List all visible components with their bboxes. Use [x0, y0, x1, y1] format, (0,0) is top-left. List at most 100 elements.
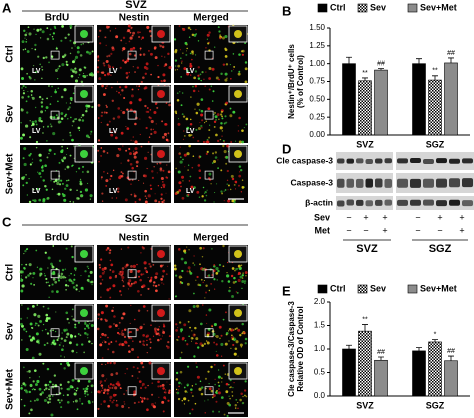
- cell: [205, 47, 207, 49]
- cell: [28, 335, 31, 338]
- cell: [148, 50, 150, 52]
- cell: [207, 274, 211, 277]
- cell: [187, 70, 189, 72]
- cell: [120, 162, 122, 164]
- cell: [178, 189, 182, 192]
- cell: [218, 263, 222, 267]
- cell: [77, 333, 80, 335]
- cell: [97, 313, 101, 316]
- cell: [180, 175, 185, 179]
- cell: [217, 381, 220, 384]
- cell: [101, 267, 105, 271]
- significance-label: ##: [377, 349, 385, 356]
- inset-cell: [80, 367, 88, 375]
- cell: [159, 264, 163, 268]
- cell: [64, 168, 66, 170]
- y-tick-label: 2.0: [314, 297, 326, 306]
- cell: [49, 401, 51, 403]
- cell: [230, 77, 232, 80]
- cell: [214, 192, 216, 194]
- cell: [144, 72, 147, 75]
- cell: [84, 395, 86, 398]
- cell: [129, 322, 131, 325]
- cell: [47, 401, 50, 403]
- cell: [96, 66, 100, 69]
- band: [397, 158, 408, 164]
- cell: [139, 53, 142, 56]
- cell: [82, 74, 85, 78]
- cell: [162, 325, 166, 328]
- cell: [128, 284, 132, 288]
- cell: [39, 272, 43, 276]
- cell: [108, 386, 110, 388]
- cell: [181, 62, 183, 64]
- cell: [30, 89, 34, 93]
- cell: [103, 340, 105, 342]
- band: [356, 178, 364, 188]
- cell: [28, 177, 30, 180]
- cell: [241, 332, 243, 335]
- inset-cell: [234, 30, 242, 38]
- cell: [53, 374, 56, 377]
- micrograph: LV: [174, 85, 248, 144]
- cell: [139, 49, 141, 51]
- cell: [50, 55, 54, 58]
- cell: [155, 272, 159, 276]
- cell: [42, 362, 45, 365]
- cell: [45, 313, 49, 317]
- bar: [374, 359, 388, 397]
- cell: [99, 275, 102, 278]
- cell: [46, 396, 49, 399]
- cell: [91, 283, 93, 286]
- cell: [198, 156, 201, 159]
- cell: [41, 77, 43, 80]
- cell: [181, 196, 185, 200]
- significance-label: **: [362, 316, 368, 323]
- cell: [203, 342, 207, 346]
- cell: [143, 397, 146, 400]
- cell: [147, 151, 149, 153]
- cell: [160, 278, 164, 281]
- cell: [128, 179, 131, 182]
- cell: [142, 284, 146, 288]
- cell: [168, 65, 172, 70]
- cell: [26, 32, 28, 34]
- cell: [223, 413, 226, 416]
- cell: [109, 399, 112, 402]
- cell: [98, 77, 102, 81]
- cell: [71, 255, 74, 259]
- cell: [69, 39, 72, 42]
- cell: [219, 138, 222, 141]
- cell: [162, 323, 165, 326]
- cell: [203, 78, 205, 80]
- cell: [214, 156, 218, 159]
- cell: [118, 321, 121, 324]
- cell: [218, 30, 221, 33]
- cell: [188, 309, 192, 313]
- cell: [56, 181, 60, 186]
- cell: [204, 400, 206, 402]
- cell: [179, 357, 182, 359]
- cell: [205, 152, 208, 156]
- cell: [34, 120, 38, 123]
- cell: [122, 47, 126, 51]
- cell: [97, 36, 100, 38]
- cell: [34, 106, 37, 109]
- cell: [228, 327, 232, 331]
- cell: [110, 174, 113, 178]
- cell: [185, 68, 188, 71]
- cell: [165, 192, 167, 194]
- cell: [25, 263, 28, 266]
- cell: [153, 166, 155, 168]
- cell: [222, 364, 225, 367]
- cell: [44, 328, 47, 331]
- cell: [75, 171, 78, 173]
- cell: [198, 196, 201, 198]
- cell: [141, 400, 144, 403]
- cell: [78, 73, 81, 76]
- cell: [213, 363, 216, 366]
- cell: [238, 165, 242, 168]
- cell: [67, 33, 70, 36]
- cell: [49, 33, 52, 36]
- cell: [129, 162, 133, 166]
